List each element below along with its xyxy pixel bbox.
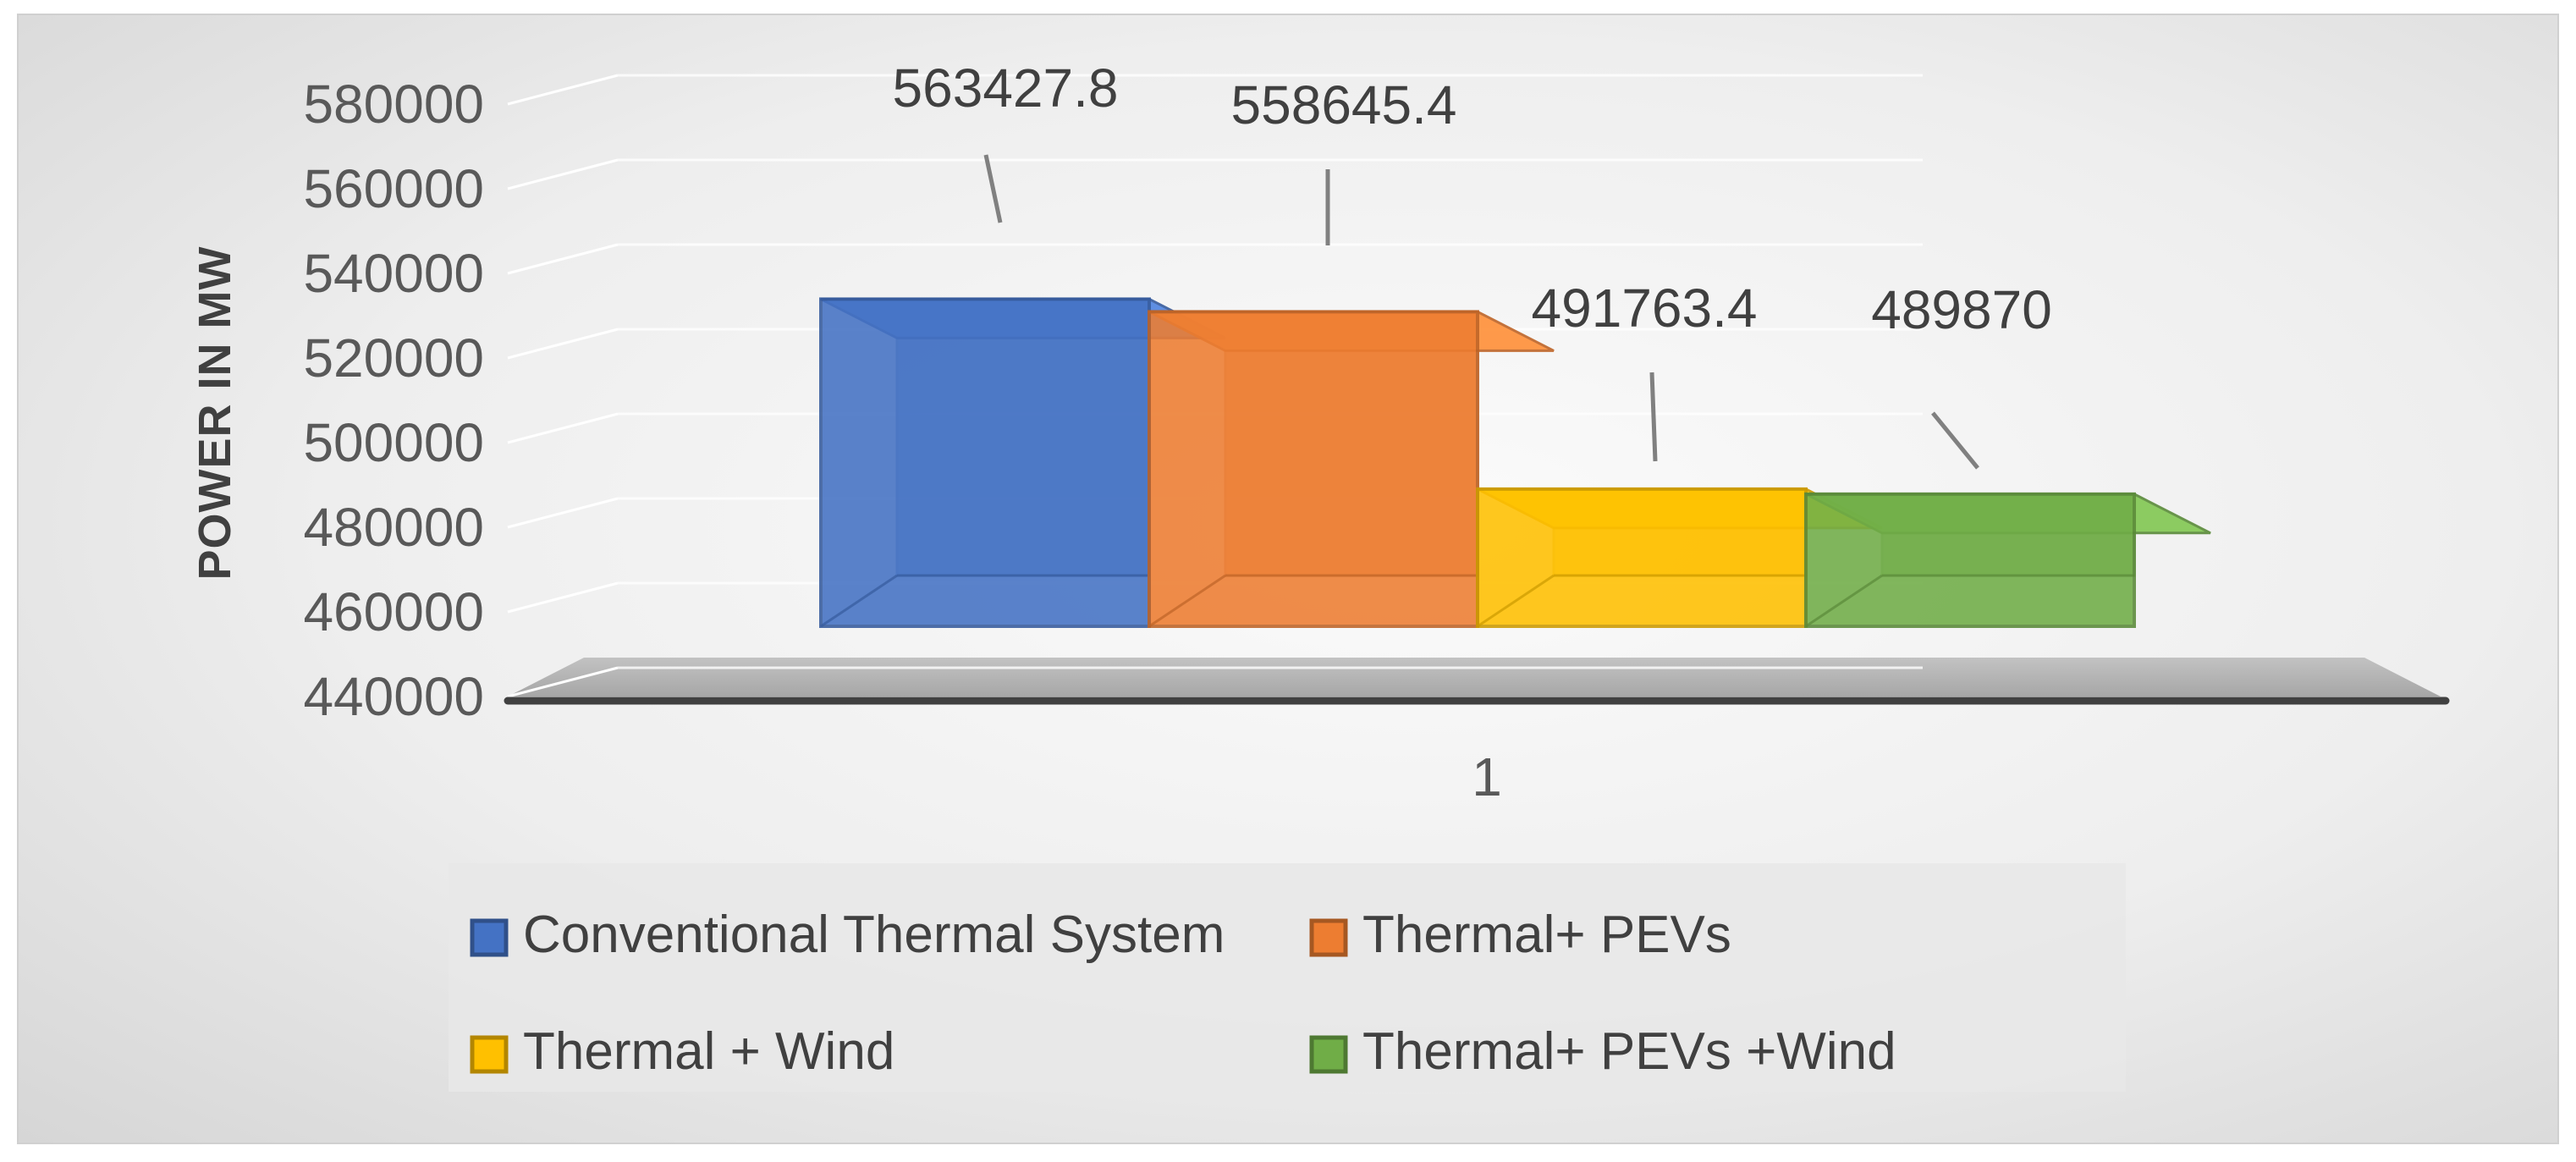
- gridline: [507, 74, 619, 106]
- chart-frame: 440000 460000 480000 500000 520000 540000 5600…: [17, 14, 2559, 1144]
- data-label: 563427.8: [893, 58, 1119, 118]
- bar-4: [1804, 492, 2211, 629]
- legend-swatch: [470, 1035, 509, 1074]
- bars: [819, 297, 2211, 629]
- legend-label: Thermal+ PEVs: [1362, 906, 1731, 964]
- gridline: [507, 158, 619, 190]
- gridline: [507, 497, 619, 529]
- y-tick-label: 560000: [303, 158, 484, 219]
- legend-item: Thermal+ PEVs: [1309, 906, 1731, 964]
- legend-box: [449, 863, 2126, 1092]
- chart-floor: [508, 658, 2441, 697]
- bar-2: [1148, 310, 1555, 628]
- legend: Conventional Thermal System Thermal+ PEVs…: [470, 906, 1896, 1081]
- gridline: [507, 328, 619, 360]
- gridline: [507, 581, 619, 614]
- y-tick-label: 500000: [303, 412, 484, 473]
- chart-svg: 440000 460000 480000 500000 520000 540000 5600…: [190, 58, 2450, 1092]
- data-label-leader: [1931, 411, 1979, 470]
- y-tick-label: 440000: [303, 666, 484, 727]
- bar-3: [1476, 487, 1883, 628]
- data-label: 491763.4: [1532, 278, 1758, 339]
- y-tick-label: 460000: [303, 581, 484, 642]
- data-label-leader: [1649, 372, 1658, 462]
- legend-item: Thermal+ PEVs +Wind: [1309, 1022, 1896, 1081]
- data-label-leader: [983, 154, 1003, 223]
- y-axis-title: POWER IN MW: [190, 246, 240, 581]
- legend-label: Thermal + Wind: [523, 1022, 894, 1081]
- y-axis-tick-labels: 440000 460000 480000 500000 520000 540000 5600…: [303, 74, 484, 727]
- y-tick-label: 580000: [303, 74, 484, 135]
- gridline: [507, 243, 619, 275]
- data-label: 489870: [1871, 279, 2052, 340]
- x-axis-category-label: 1: [1472, 746, 1502, 807]
- y-tick-label: 540000: [303, 243, 484, 304]
- y-tick-label: 480000: [303, 497, 484, 558]
- legend-swatch: [1309, 918, 1348, 957]
- legend-label: Thermal+ PEVs +Wind: [1362, 1022, 1896, 1081]
- legend-swatch: [470, 918, 509, 957]
- y-tick-label: 520000: [303, 328, 484, 388]
- bar-1: [819, 297, 1226, 628]
- data-labels: 563427.8 558645.4 491763.4 489870: [893, 58, 2052, 340]
- legend-swatch: [1309, 1035, 1348, 1074]
- gridline: [507, 666, 619, 698]
- data-label: 558645.4: [1231, 74, 1457, 135]
- gridline: [507, 412, 619, 444]
- data-label-leaders: [983, 154, 1979, 470]
- legend-item: Thermal + Wind: [470, 1022, 894, 1081]
- legend-label: Conventional Thermal System: [523, 906, 1225, 964]
- legend-item: Conventional Thermal System: [470, 906, 1225, 964]
